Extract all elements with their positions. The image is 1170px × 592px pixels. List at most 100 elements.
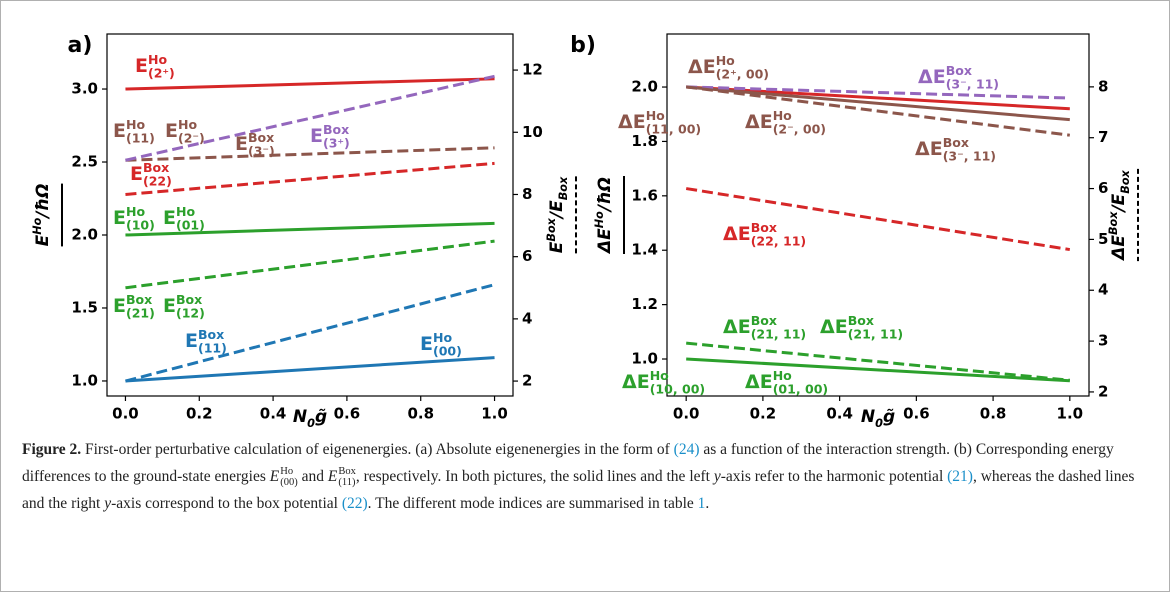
label-sub: (2⁻, 00) — [773, 122, 826, 137]
label-text: E — [135, 55, 148, 77]
tick-label: 0.2 — [750, 405, 777, 423]
math-scripts: Ho (00) — [280, 466, 298, 488]
label-text: E — [130, 163, 143, 185]
label-text: ΔE — [745, 111, 773, 133]
series-line — [686, 85, 1070, 122]
tick-label: 1.4 — [631, 241, 658, 259]
tick-label: 0.4 — [260, 405, 287, 423]
label-sup: Box — [751, 313, 777, 328]
label-text: ΔE — [918, 66, 946, 88]
label-text: ΔE — [820, 316, 848, 338]
series-line — [686, 85, 1070, 111]
annotation: EHo (10) — [113, 204, 155, 233]
label-text: ΔE — [688, 56, 716, 78]
tick-label: 2 — [522, 372, 532, 390]
label-sup: Ho — [126, 204, 145, 219]
panel-label: a) — [68, 33, 93, 58]
label-sub: (01, 00) — [773, 382, 828, 397]
label-text: E — [547, 241, 567, 253]
annotation: ΔEBox (3⁻, 11) — [915, 135, 996, 164]
annotation: EBox (12) — [163, 292, 205, 321]
caption-text: as a function of the interaction strengt… — [22, 441, 1114, 485]
series-line — [685, 187, 1071, 252]
annotation: EHo (11) — [113, 117, 155, 146]
label-text: E — [113, 207, 126, 229]
label-sup: Box — [751, 220, 777, 235]
math-scripts: Box (11) — [338, 466, 356, 488]
caption-text: -axis refer to the harmonic potential — [720, 468, 948, 485]
tick-label: 12 — [522, 61, 543, 79]
x-axis-label: N0g̃ — [293, 407, 327, 430]
label-text: ΔE — [1109, 235, 1129, 262]
caption-link: (21) — [947, 468, 973, 485]
annotation: ΔEHo (01, 00) — [745, 368, 828, 397]
label-sub: 0 — [307, 417, 315, 430]
label-sub: (21, 11) — [751, 327, 806, 342]
tick-label: 4 — [522, 309, 532, 327]
math-sub: (00) — [280, 477, 298, 489]
tick-label: 6 — [1098, 179, 1108, 197]
tick-label: 8 — [522, 185, 532, 203]
annotation: ΔEHo (11, 00) — [618, 108, 701, 137]
caption-text: First-order perturbative calculation of … — [81, 441, 674, 458]
series-line — [125, 356, 495, 383]
caption: Figure 2. First-order perturbative calcu… — [22, 436, 1150, 517]
plot-frame — [106, 33, 514, 397]
panel-label: b) — [570, 33, 596, 58]
caption-link: 1 — [697, 495, 706, 512]
tick-label: 2 — [1098, 382, 1108, 400]
label-sub: (3⁻, 11) — [943, 149, 996, 164]
tick-label: 0.8 — [407, 405, 434, 423]
caption-math: E Box (11) — [328, 466, 356, 488]
math-base: E — [269, 468, 280, 485]
tick-label: 2.0 — [631, 78, 658, 96]
y-axis-label: ΔEHo/ħΩ — [593, 177, 615, 255]
label-text: /ħΩ — [595, 177, 615, 213]
label-sub: (3⁻) — [248, 144, 275, 159]
label-text: /E — [547, 200, 567, 220]
figure: 0.0 0.2 0.4 0.6 0.8 1.0 1.0 1.5 2.0 2.5 3.0 2 4 6 8 10 1… — [31, 33, 1139, 430]
label-sup: Ho — [773, 368, 792, 383]
label-text: ΔE — [915, 138, 943, 160]
tick-label: 1.6 — [631, 186, 658, 204]
tick-label: 2.0 — [71, 225, 98, 243]
label-sub: (11) — [126, 131, 155, 146]
label-text: E — [33, 234, 53, 246]
series-line — [125, 77, 495, 91]
label-sup: Ho — [646, 108, 665, 123]
label-sub: (21, 11) — [848, 327, 903, 342]
label-sub: Box — [557, 176, 570, 200]
label-sub: (01) — [176, 218, 205, 233]
label-sub: (10) — [126, 218, 155, 233]
label-text: E — [185, 330, 198, 352]
label-text: /ħΩ — [33, 184, 53, 220]
tick-label: 6 — [522, 247, 532, 265]
label-sub: (10, 00) — [650, 382, 705, 397]
annotation: EBox (22) — [130, 160, 172, 189]
annotation: EBox (21) — [113, 292, 155, 321]
y2-axis-label: ΔEBox/EBox — [1107, 169, 1132, 261]
label-sup: Ho — [650, 368, 669, 383]
series-line — [125, 239, 495, 290]
math-sup: Ho — [280, 466, 294, 478]
math-sup: Box — [338, 466, 356, 478]
caption-text: y — [104, 495, 112, 512]
annotation: ΔEBox (21, 11) — [723, 313, 806, 342]
tick-label: 8 — [1098, 77, 1108, 95]
label-sup: Box — [126, 292, 152, 307]
label-text: g̃ — [315, 407, 327, 427]
label-text: ΔE — [622, 371, 650, 393]
label-text: E — [163, 207, 176, 229]
label-sub: (12) — [176, 306, 205, 321]
series-line — [686, 341, 1070, 382]
tick-label: 1.0 — [481, 405, 508, 423]
tick-label: 0.0 — [112, 405, 139, 423]
plot-frame — [666, 33, 1090, 397]
label-sub: (11) — [198, 341, 227, 356]
tick-label: 1.0 — [631, 350, 658, 368]
annotation: EBox (3⁺) — [310, 122, 350, 151]
label-sub: (22) — [143, 174, 172, 189]
label-text: /E — [1109, 193, 1129, 213]
tick-label: 10 — [522, 123, 543, 141]
label-sup: Box — [848, 313, 874, 328]
